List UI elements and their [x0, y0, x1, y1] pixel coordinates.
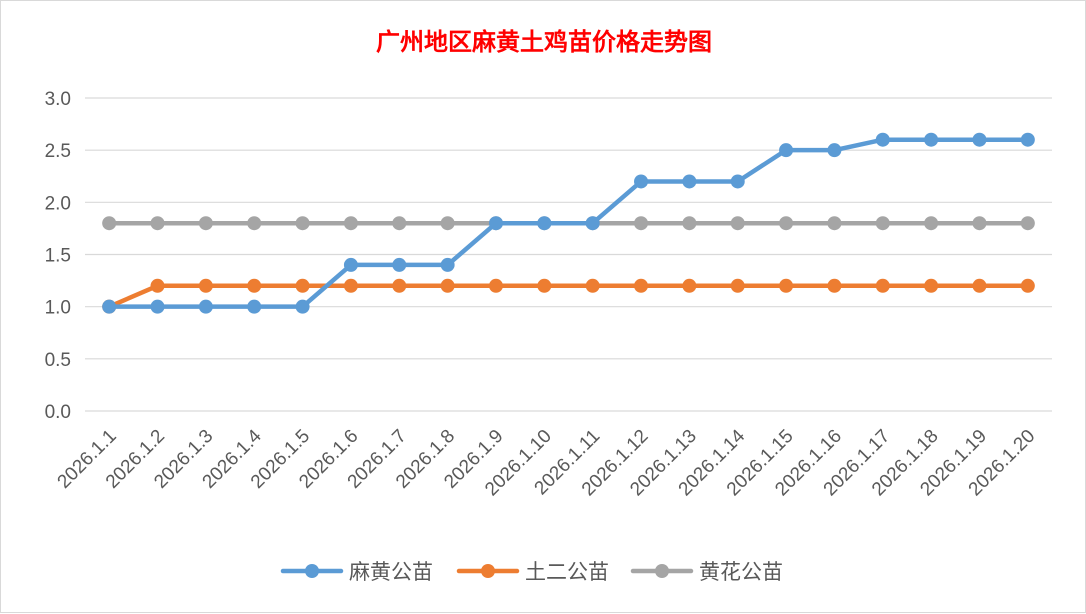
data-point: [924, 216, 939, 231]
data-point: [875, 278, 890, 293]
legend-label: 黄花公苗: [699, 560, 783, 584]
data-point: [198, 299, 213, 314]
y-tick-label: 3.0: [45, 89, 71, 110]
data-point: [295, 278, 310, 293]
data-point: [488, 278, 503, 293]
series-line: [106, 137, 1031, 309]
data-point: [682, 174, 697, 189]
data-point: [972, 216, 987, 231]
data-point: [150, 216, 165, 231]
data-point: [779, 278, 794, 293]
legend-label: 土二公苗: [525, 560, 609, 584]
y-tick-label: 0.0: [45, 402, 71, 423]
legend-label: 麻黄公苗: [349, 560, 433, 584]
y-tick-label: 0.5: [45, 350, 71, 371]
series-lines: [102, 132, 1035, 314]
data-point: [102, 299, 117, 314]
data-point: [295, 299, 310, 314]
data-point: [827, 143, 842, 158]
legend-item: 麻黄公苗: [280, 560, 433, 584]
chart-title: 广州地区麻黄土鸡苗价格走势图: [376, 28, 712, 56]
data-point: [392, 216, 407, 231]
data-point: [537, 216, 552, 231]
data-point: [924, 132, 939, 147]
data-point: [198, 216, 213, 231]
data-point: [730, 216, 745, 231]
data-point: [150, 299, 165, 314]
data-point: [875, 132, 890, 147]
series-line: [106, 283, 1031, 309]
data-point: [972, 278, 987, 293]
data-point: [488, 216, 503, 231]
legend-swatch-marker: [305, 564, 319, 578]
data-point: [440, 278, 455, 293]
legend-swatch-marker: [481, 564, 495, 578]
legend: 麻黄公苗 土二公苗 黄花公苗: [280, 560, 783, 584]
data-point: [730, 278, 745, 293]
data-point: [440, 216, 455, 231]
data-point: [779, 216, 794, 231]
legend-item: 黄花公苗: [630, 560, 783, 584]
data-point: [827, 216, 842, 231]
y-tick-label: 2.5: [45, 141, 71, 162]
data-point: [730, 174, 745, 189]
data-point: [440, 257, 455, 272]
data-point: [150, 278, 165, 293]
y-tick-label: 1.0: [45, 298, 71, 319]
data-point: [875, 216, 890, 231]
data-point: [537, 278, 552, 293]
data-point: [1020, 216, 1035, 231]
data-point: [392, 278, 407, 293]
data-point: [827, 278, 842, 293]
data-point: [634, 216, 649, 231]
data-point: [634, 278, 649, 293]
data-point: [247, 216, 262, 231]
data-point: [343, 257, 358, 272]
data-point: [247, 299, 262, 314]
data-point: [343, 278, 358, 293]
data-point: [585, 278, 600, 293]
data-point: [634, 174, 649, 189]
y-axis-tick-labels: 0.0 0.5 1.0 1.5 2.0 2.5 3.0: [45, 89, 71, 423]
data-point: [682, 216, 697, 231]
y-tick-label: 1.5: [45, 246, 71, 267]
data-point: [924, 278, 939, 293]
data-point: [1020, 278, 1035, 293]
data-point: [779, 143, 794, 158]
data-point: [343, 216, 358, 231]
data-point: [682, 278, 697, 293]
gridlines: [85, 97, 1052, 412]
legend-item: 土二公苗: [456, 560, 609, 584]
legend-swatch-marker: [655, 564, 669, 578]
x-axis-tick-labels: 2026.1.12026.1.22026.1.32026.1.42026.1.5…: [54, 425, 1040, 500]
y-tick-label: 2.0: [45, 193, 71, 214]
data-point: [247, 278, 262, 293]
series-1: [102, 132, 1035, 314]
data-point: [102, 216, 117, 231]
data-point: [1020, 132, 1035, 147]
data-point: [585, 216, 600, 231]
data-point: [198, 278, 213, 293]
data-point: [295, 216, 310, 231]
data-point: [972, 132, 987, 147]
data-point: [392, 257, 407, 272]
